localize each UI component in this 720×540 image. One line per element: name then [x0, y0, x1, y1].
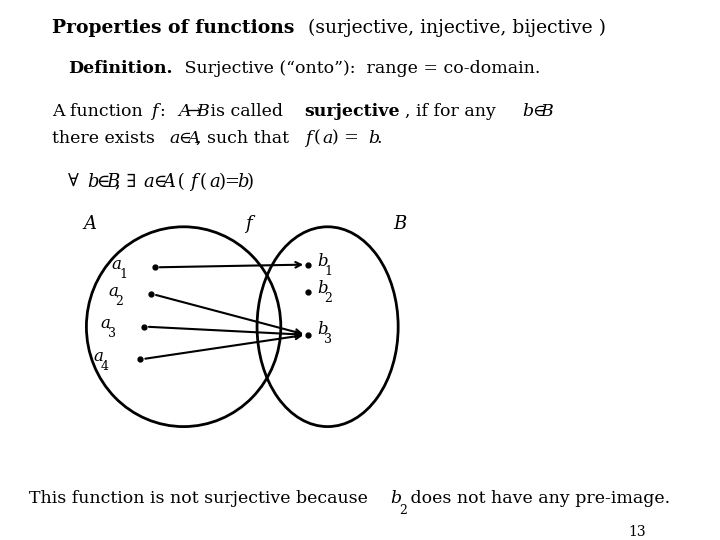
Text: , ∃: , ∃ [115, 173, 137, 191]
Text: 1: 1 [324, 265, 332, 278]
Text: does not have any pre-image.: does not have any pre-image. [405, 490, 670, 507]
Text: f: f [191, 173, 197, 191]
Text: a: a [143, 173, 154, 191]
Text: a: a [323, 130, 333, 146]
Text: 2: 2 [324, 292, 332, 305]
Text: ∈: ∈ [153, 173, 166, 191]
Text: Properties of functions: Properties of functions [52, 19, 294, 37]
Text: 13: 13 [629, 525, 646, 539]
Text: ∈: ∈ [179, 130, 191, 146]
Text: A: A [84, 215, 96, 233]
Text: ∀: ∀ [68, 173, 85, 191]
Text: (: ( [314, 130, 320, 146]
Text: b: b [87, 173, 99, 191]
Text: →: → [187, 103, 202, 119]
Text: b: b [317, 280, 328, 298]
Text: 1: 1 [119, 268, 127, 281]
Text: f: f [245, 215, 252, 233]
Text: b: b [390, 490, 401, 507]
Text: b: b [238, 173, 249, 191]
Text: a: a [169, 130, 179, 146]
Text: f: f [305, 130, 311, 146]
Text: surjective: surjective [305, 103, 400, 119]
Text: A: A [179, 103, 191, 119]
Text: f: f [151, 103, 158, 119]
Text: b: b [317, 321, 328, 338]
Text: B: B [197, 103, 209, 119]
Text: B: B [393, 215, 406, 233]
Text: (: ( [171, 173, 184, 191]
Text: ∈: ∈ [96, 173, 110, 191]
Text: (surjective, injective, bijective ): (surjective, injective, bijective ) [302, 19, 606, 37]
Text: Definition.: Definition. [68, 60, 173, 77]
Text: , such that: , such that [197, 130, 294, 146]
Text: is called: is called [205, 103, 289, 119]
Text: :: : [160, 103, 171, 119]
Text: ) =: ) = [332, 130, 364, 146]
Text: 2: 2 [115, 295, 123, 308]
Text: A: A [187, 130, 199, 146]
Text: there exists: there exists [52, 130, 161, 146]
Text: , if for any: , if for any [405, 103, 502, 119]
Text: A: A [162, 173, 175, 191]
Text: ): ) [247, 173, 253, 191]
Text: a: a [101, 315, 111, 333]
Text: b: b [317, 253, 328, 271]
Text: B: B [541, 103, 554, 119]
Text: a: a [112, 256, 122, 273]
Text: a: a [210, 173, 220, 191]
Text: (: ( [200, 173, 207, 191]
Text: b: b [523, 103, 534, 119]
Text: B: B [106, 173, 120, 191]
Text: ∈: ∈ [531, 103, 544, 119]
Text: .: . [377, 130, 382, 146]
Text: )=: )= [219, 173, 240, 191]
Text: 2: 2 [399, 504, 407, 517]
Text: a: a [94, 348, 104, 365]
Text: This function is not surjective because: This function is not surjective because [29, 490, 373, 507]
Text: 3: 3 [108, 327, 116, 340]
Text: A function: A function [52, 103, 148, 119]
Text: 3: 3 [324, 333, 332, 346]
Text: b: b [368, 130, 379, 146]
Text: 4: 4 [101, 360, 109, 373]
Text: Surjective (“onto”):  range = co-domain.: Surjective (“onto”): range = co-domain. [179, 60, 541, 77]
Text: a: a [108, 283, 118, 300]
